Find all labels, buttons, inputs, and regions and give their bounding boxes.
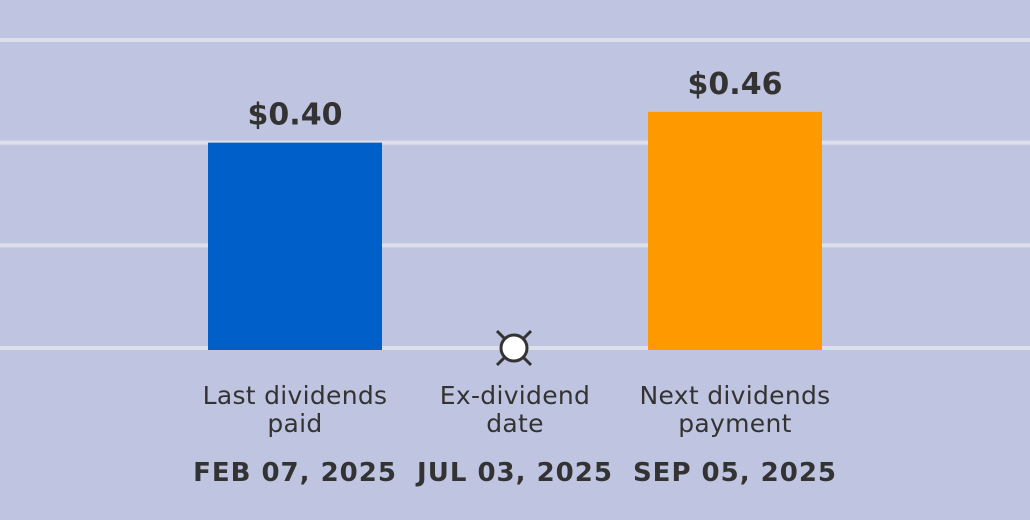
bar	[648, 111, 822, 350]
category-label: Last dividends paid	[202, 381, 388, 438]
date-label: SEP 05, 2025	[632, 458, 838, 488]
date-label: FEB 07, 2025	[193, 458, 397, 488]
category-label: Ex-dividend date	[439, 381, 591, 438]
date-label: JUL 03, 2025	[417, 458, 613, 488]
category-label: Next dividends payment	[639, 381, 831, 438]
bar	[208, 142, 382, 350]
value-label: $0.40	[248, 98, 343, 133]
ex-dividend-icon	[495, 329, 533, 367]
value-label: $0.46	[688, 67, 783, 102]
